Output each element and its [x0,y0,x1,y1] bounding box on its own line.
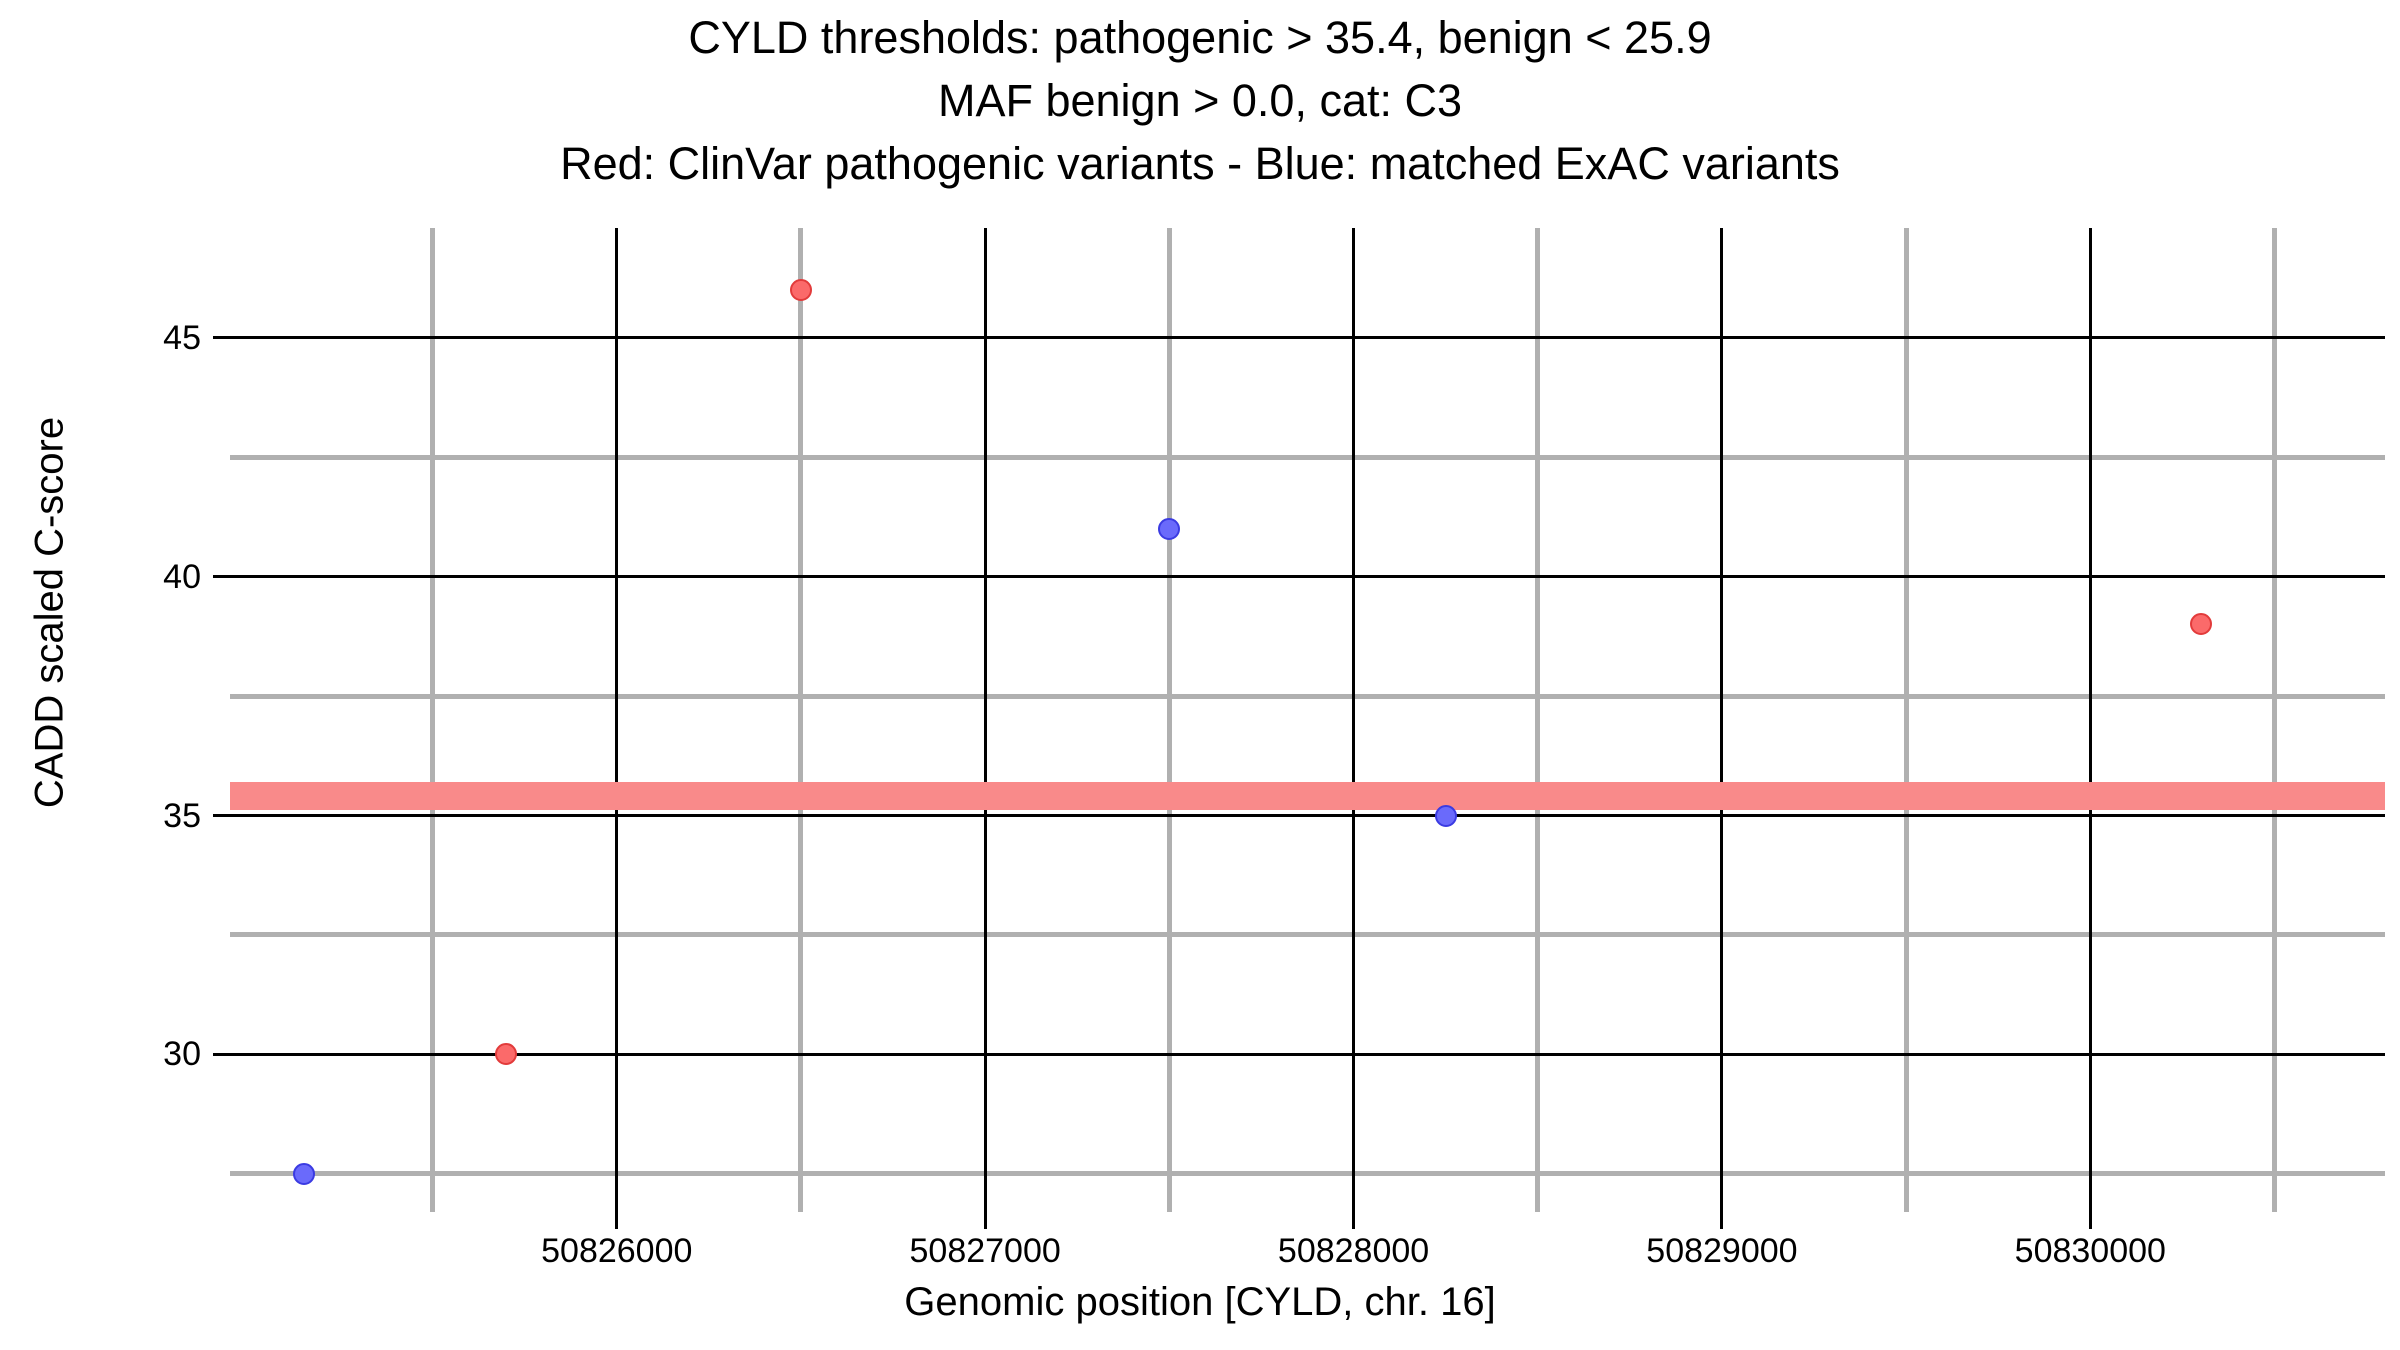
x-tick-mark [615,1212,619,1229]
data-point-pathogenic[interactable] [2189,613,2212,636]
x-tick-label: 50826000 [541,1232,693,1270]
gridline-vertical-major [615,228,619,1212]
y-tick-mark [213,814,230,818]
chart-title-line-2: MAF benign > 0.0, cat: C3 [937,75,1463,126]
gridline-vertical-major [1720,228,1724,1212]
y-tick-mark [213,575,230,579]
gridline-horizontal-minor [230,454,2385,460]
x-tick-mark [1720,1212,1724,1229]
gridline-horizontal-minor [230,1171,2385,1177]
x-axis-label: Genomic position [CYLD, chr. 16] [904,1280,1496,1324]
gridline-horizontal-minor [230,932,2385,938]
y-tick-label: 30 [163,1035,201,1074]
chart-title-line-1: CYLD thresholds: pathogenic > 35.4, beni… [688,12,1712,63]
plot-area [230,228,2385,1212]
data-point-exac[interactable] [292,1162,315,1185]
x-tick-label: 50830000 [2014,1232,2166,1270]
y-tick-label: 35 [163,796,201,835]
gridline-horizontal-minor [230,693,2385,699]
gridline-horizontal-major [230,575,2385,579]
y-tick-label: 40 [163,557,201,596]
gridline-vertical-major [983,228,987,1212]
chart-title-line-3: Red: ClinVar pathogenic variants - Blue:… [560,138,1840,189]
gridline-vertical-major [1352,228,1356,1212]
x-tick-label: 50827000 [909,1232,1061,1270]
pathogenic-threshold-band [230,782,2385,811]
gridline-vertical-minor [2271,228,2277,1212]
y-tick-label: 45 [163,318,201,357]
gridline-vertical-minor [430,228,436,1212]
data-point-exac[interactable] [1158,517,1181,540]
gridline-horizontal-major [230,814,2385,818]
x-tick-mark [2088,1212,2092,1229]
data-point-exac[interactable] [1434,804,1457,827]
x-tick-label: 50829000 [1646,1232,1798,1270]
y-axis-label: CADD scaled C-score [27,416,72,809]
y-tick-mark [213,336,230,340]
chart-title: CYLD thresholds: pathogenic > 35.4, beni… [0,6,2400,195]
data-point-pathogenic[interactable] [495,1043,518,1066]
gridline-vertical-minor [1535,228,1541,1212]
x-tick-mark [1352,1212,1356,1229]
gridline-vertical-minor [798,228,804,1212]
y-tick-mark [213,1052,230,1056]
gridline-vertical-major [2088,228,2092,1212]
gridline-horizontal-major [230,1052,2385,1056]
data-point-pathogenic[interactable] [789,279,812,302]
gridline-vertical-minor [1166,228,1172,1212]
gridline-vertical-minor [1903,228,1909,1212]
x-tick-label: 50828000 [1277,1232,1430,1270]
gridline-horizontal-major [230,336,2385,340]
x-tick-mark [983,1212,987,1229]
